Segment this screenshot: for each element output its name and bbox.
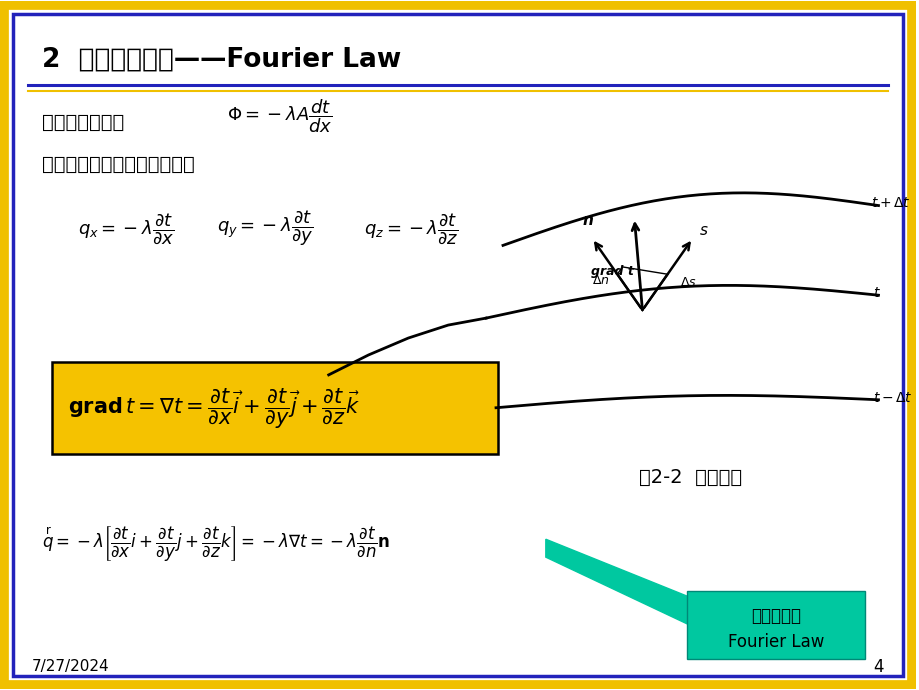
Text: $\Phi = -\lambda A\dfrac{dt}{dx}$: $\Phi = -\lambda A\dfrac{dt}{dx}$ xyxy=(227,97,333,135)
Text: $\Delta n$: $\Delta n$ xyxy=(592,274,609,287)
Text: 2  导热基本定律——Fourier Law: 2 导热基本定律——Fourier Law xyxy=(41,46,401,72)
Text: $t - \Delta t$: $t - \Delta t$ xyxy=(871,391,912,405)
Text: 图2-2  温度梯度: 图2-2 温度梯度 xyxy=(638,468,741,487)
FancyBboxPatch shape xyxy=(686,591,864,659)
Text: 对于三维直角坐标系情况，有: 对于三维直角坐标系情况，有 xyxy=(41,155,195,174)
Text: 通用形式的: 通用形式的 xyxy=(750,607,800,625)
Text: $q_x = -\lambda\dfrac{\partial t}{\partial x}$: $q_x = -\lambda\dfrac{\partial t}{\parti… xyxy=(77,211,174,246)
Polygon shape xyxy=(545,539,688,625)
Text: 对于一维情况，: 对于一维情况， xyxy=(41,113,124,132)
FancyBboxPatch shape xyxy=(51,362,497,453)
Text: 4: 4 xyxy=(872,658,883,676)
FancyBboxPatch shape xyxy=(13,14,902,676)
Text: $\Delta s$: $\Delta s$ xyxy=(679,276,696,288)
FancyBboxPatch shape xyxy=(4,6,912,684)
Text: $q_y = -\lambda\dfrac{\partial t}{\partial y}$: $q_y = -\lambda\dfrac{\partial t}{\parti… xyxy=(217,208,313,248)
Text: $t$: $t$ xyxy=(871,286,879,300)
Text: $\boldsymbol{n}$: $\boldsymbol{n}$ xyxy=(582,213,594,228)
Text: 7/27/2024: 7/27/2024 xyxy=(32,659,109,674)
Text: Fourier Law: Fourier Law xyxy=(727,633,823,651)
Text: $s$: $s$ xyxy=(698,223,708,238)
Text: $t + \Delta t$: $t + \Delta t$ xyxy=(869,195,910,210)
Text: $q_z = -\lambda\dfrac{\partial t}{\partial z}$: $q_z = -\lambda\dfrac{\partial t}{\parti… xyxy=(363,211,458,246)
Text: $\mathbf{grad}\,t = \nabla t = \dfrac{\partial t}{\partial x}\vec{i} + \dfrac{\p: $\mathbf{grad}\,t = \nabla t = \dfrac{\p… xyxy=(68,386,360,431)
Text: $\overset{\mathsf{r}}{q} = -\lambda\left[\dfrac{\partial t}{\partial x}i + \dfra: $\overset{\mathsf{r}}{q} = -\lambda\left… xyxy=(41,524,390,564)
Text: grad t: grad t xyxy=(591,265,633,278)
